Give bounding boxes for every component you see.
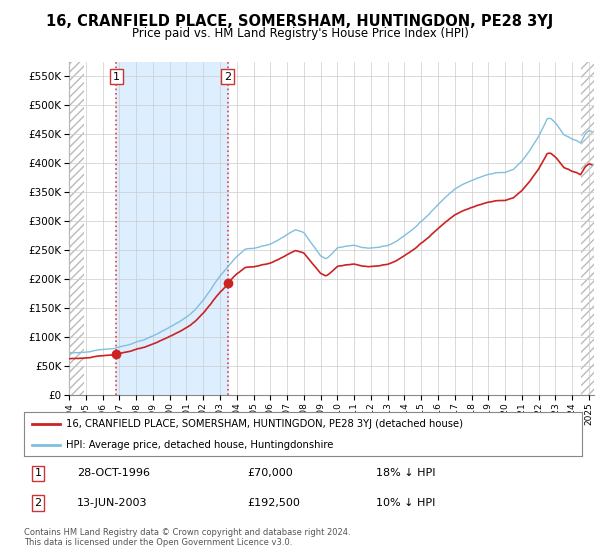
Bar — [581, 62, 594, 395]
Text: Price paid vs. HM Land Registry's House Price Index (HPI): Price paid vs. HM Land Registry's House … — [131, 27, 469, 40]
Text: 18% ↓ HPI: 18% ↓ HPI — [376, 468, 435, 478]
Text: 10% ↓ HPI: 10% ↓ HPI — [376, 498, 435, 508]
Text: HPI: Average price, detached house, Huntingdonshire: HPI: Average price, detached house, Hunt… — [66, 440, 333, 450]
Text: 1: 1 — [113, 72, 120, 82]
Text: £192,500: £192,500 — [247, 498, 300, 508]
Text: 13-JUN-2003: 13-JUN-2003 — [77, 498, 148, 508]
Text: Contains HM Land Registry data © Crown copyright and database right 2024.: Contains HM Land Registry data © Crown c… — [24, 528, 350, 536]
Text: This data is licensed under the Open Government Licence v3.0.: This data is licensed under the Open Gov… — [24, 538, 292, 547]
Text: £70,000: £70,000 — [247, 468, 293, 478]
Text: 16, CRANFIELD PLACE, SOMERSHAM, HUNTINGDON, PE28 3YJ (detached house): 16, CRANFIELD PLACE, SOMERSHAM, HUNTINGD… — [66, 419, 463, 429]
Text: 1: 1 — [34, 468, 41, 478]
Text: 28-OCT-1996: 28-OCT-1996 — [77, 468, 150, 478]
Text: 2: 2 — [224, 72, 231, 82]
Text: 2: 2 — [34, 498, 41, 508]
Text: 16, CRANFIELD PLACE, SOMERSHAM, HUNTINGDON, PE28 3YJ: 16, CRANFIELD PLACE, SOMERSHAM, HUNTINGD… — [46, 14, 554, 29]
Bar — [116, 62, 227, 395]
Bar — [69, 62, 85, 395]
